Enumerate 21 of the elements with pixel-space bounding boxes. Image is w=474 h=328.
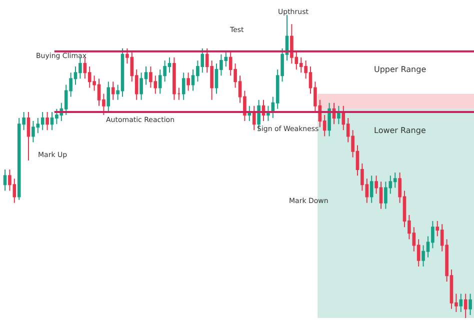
- candlestick: [266, 105, 270, 122]
- ref-line-label: Lower Range: [374, 126, 426, 135]
- candlestick: [46, 111, 49, 131]
- candlestick: [182, 72, 186, 100]
- ref-line-label: Upper Range: [374, 65, 426, 74]
- candlestick: [468, 293, 472, 316]
- candlestick: [3, 169, 7, 192]
- candlestick: [370, 175, 374, 204]
- candlestick: [337, 105, 340, 125]
- candlestick: [248, 105, 252, 122]
- candlestick: [177, 87, 181, 100]
- candlestick: [464, 293, 468, 318]
- candlestick: [459, 293, 463, 312]
- candlestick: [106, 81, 110, 112]
- candlestick: [26, 111, 30, 161]
- candlestick: [111, 81, 115, 100]
- candlestick: [186, 72, 190, 92]
- candlestick: [40, 111, 44, 131]
- candlestick: [252, 105, 256, 131]
- candlestick: [172, 56, 176, 100]
- candlestick: [328, 102, 331, 137]
